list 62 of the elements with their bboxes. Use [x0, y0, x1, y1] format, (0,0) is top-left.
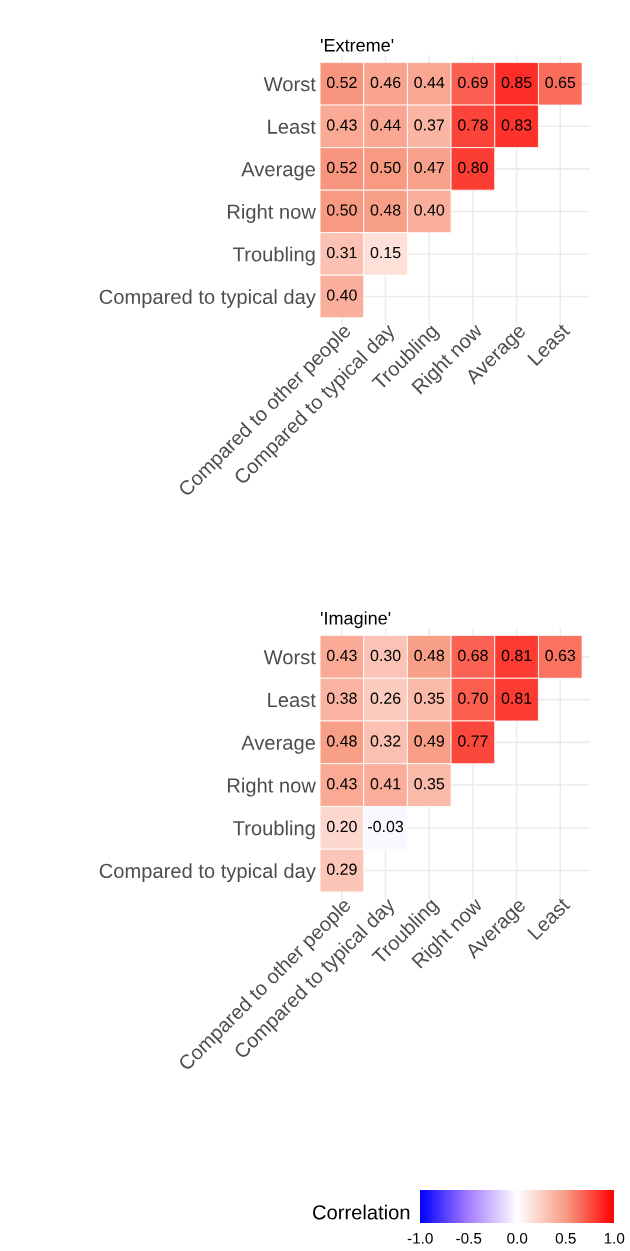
- y-tick-label: Least: [268, 119, 316, 134]
- y-tick-label: Troubling: [233, 820, 315, 840]
- data-label: 0.48: [326, 735, 357, 747]
- data-label: 0.48: [414, 649, 445, 662]
- chart-title: 'Extreme': [320, 39, 394, 52]
- data-label: 0.43: [326, 119, 357, 131]
- y-tick-label: Average: [241, 735, 315, 754]
- data-label: 0.81: [501, 649, 532, 662]
- data-label: 0.47: [414, 161, 444, 174]
- data-label: 0.65: [545, 76, 576, 89]
- y-tick-label: Worst: [263, 77, 316, 92]
- color-bar-label: 1.0: [604, 1232, 625, 1244]
- data-label: 0.46: [370, 76, 401, 89]
- data-label: 0.20: [326, 820, 357, 833]
- data-label: 0.80: [458, 161, 488, 174]
- data-label: 0.63: [545, 649, 576, 662]
- color-bar-label: -0.5: [456, 1232, 482, 1244]
- data-label: 0.50: [370, 161, 401, 174]
- data-label: 0.69: [458, 76, 488, 89]
- data-label: 0.31: [326, 246, 357, 259]
- color-bar-label: 0.5: [555, 1232, 576, 1244]
- data-label: 0.43: [326, 649, 357, 662]
- y-tick-label: Worst: [263, 650, 316, 665]
- data-label: 0.35: [414, 778, 445, 790]
- y-tick-label: Average: [241, 162, 315, 181]
- chart-title: 'Imagine': [320, 611, 391, 629]
- data-label: 0.52: [326, 76, 357, 89]
- data-label: 0.35: [414, 692, 445, 704]
- data-label: 0.29: [326, 863, 357, 875]
- data-label: 0.83: [501, 119, 532, 131]
- y-tick-label: Compared to typical day: [99, 289, 316, 308]
- data-label: 0.68: [458, 649, 488, 662]
- data-label: 0.49: [414, 735, 445, 747]
- data-label: 0.40: [414, 204, 445, 216]
- color-bar-label: -1.0: [407, 1232, 433, 1244]
- color-bar-title: Correlation: [313, 1204, 410, 1220]
- y-tick-label: Least: [268, 693, 316, 708]
- data-label: 0.26: [370, 692, 401, 704]
- data-label: 0.32: [370, 735, 401, 747]
- y-tick-label: Right now: [227, 204, 316, 223]
- data-label: 0.52: [326, 161, 357, 174]
- data-label: 0.44: [414, 76, 445, 89]
- data-label: 0.37: [414, 119, 444, 131]
- data-label: 0.70: [458, 692, 488, 704]
- data-label: -0.03: [368, 820, 404, 833]
- data-label: 0.44: [370, 119, 401, 131]
- data-label: 0.85: [501, 76, 532, 89]
- y-tick-label: Compared to typical day: [99, 863, 316, 883]
- y-tick-label: Right now: [227, 777, 316, 797]
- data-label: 0.77: [458, 735, 488, 747]
- y-tick-label: Troubling: [233, 246, 315, 266]
- data-label: 0.41: [370, 778, 401, 790]
- data-label: 0.48: [370, 204, 401, 216]
- data-label: 0.15: [370, 246, 401, 259]
- data-label: 0.81: [501, 692, 532, 704]
- data-label: 0.38: [326, 692, 357, 704]
- color-bar-label: 0.0: [507, 1232, 528, 1244]
- data-label: 0.43: [326, 778, 357, 790]
- data-label: 0.40: [326, 289, 357, 301]
- data-label: 0.30: [370, 649, 401, 662]
- data-label: 0.78: [458, 119, 488, 131]
- data-label: 0.50: [326, 204, 357, 216]
